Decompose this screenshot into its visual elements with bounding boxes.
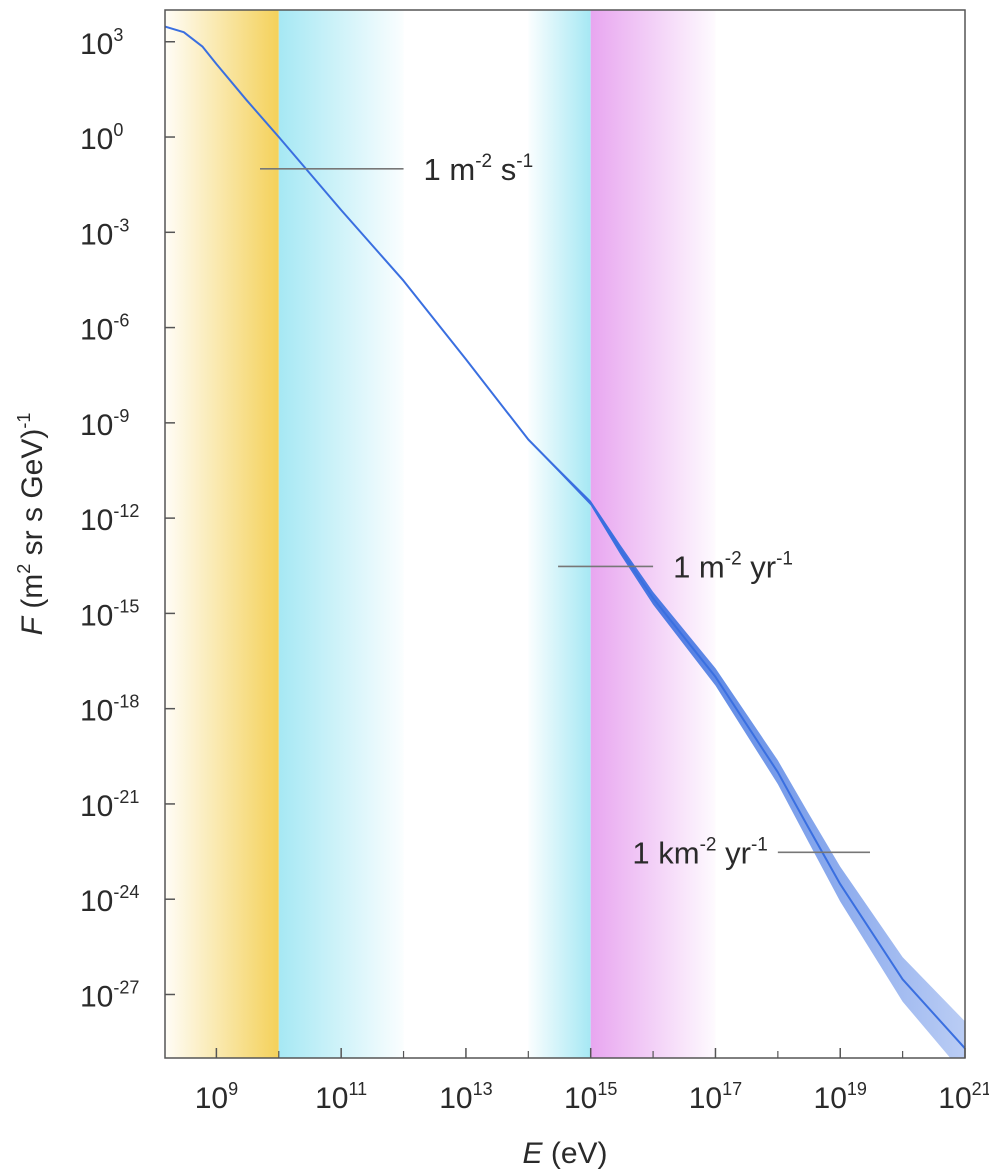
y-tick-label: 10-12 — [80, 501, 139, 537]
annotation-label-part: -1 — [516, 151, 533, 172]
plot-frame — [164, 9, 966, 1059]
x-tick-label: 1015 — [564, 1079, 617, 1115]
annotation-label-part: 1 m — [424, 152, 476, 187]
y-axis-title: F (m2 sr s GeV)-1 — [14, 413, 49, 636]
x-axis-title: E (eV) — [522, 1137, 607, 1170]
energy-band — [528, 10, 591, 1058]
energy-bands — [165, 10, 716, 1058]
y-tick-label: 10-18 — [80, 692, 139, 728]
x-axis-unit: (eV) — [543, 1137, 608, 1170]
x-tick-label: 1013 — [439, 1079, 492, 1115]
y-axis-unit-sup1: 2 — [14, 564, 34, 574]
y-tick-label: 10-9 — [80, 406, 129, 442]
y-tick-label: 10-21 — [80, 787, 139, 823]
y-tick-label: 10-24 — [80, 882, 139, 918]
energy-band — [278, 10, 404, 1058]
y-axis-var: F — [16, 615, 49, 635]
annotation-label-part: -2 — [725, 548, 742, 569]
annotation-label-part: -1 — [751, 834, 768, 855]
flux-band — [165, 26, 965, 1058]
y-tick-label: 10-27 — [80, 977, 139, 1013]
annotation-label-part: yr — [717, 835, 751, 870]
x-axis-ticks: 109 1011 1013 1015 1017 1019 1021 — [195, 1048, 989, 1115]
y-axis-unit-sup2: -1 — [14, 413, 34, 429]
annotation-label-part: s — [492, 152, 516, 187]
annotation-label: 1 km-2 yr-1 — [632, 834, 767, 870]
x-tick-label: 1017 — [689, 1079, 742, 1115]
annotation-label-part: -1 — [776, 548, 793, 569]
rate-annotations: 1 m-2 s-11 m-2 yr-11 km-2 yr-1 — [260, 151, 870, 870]
y-tick-label: 10-3 — [80, 215, 129, 251]
annotation-label: 1 m-2 s-1 — [424, 151, 534, 187]
energy-band — [165, 10, 279, 1058]
y-tick-label: 100 — [80, 120, 123, 156]
x-tick-label: 1019 — [814, 1079, 867, 1115]
x-tick-label: 1011 — [315, 1079, 367, 1115]
flux-series — [165, 25, 965, 1058]
y-axis-ticks: 103 100 10-3 10-6 10-9 10-12 10-15 10-18 10-21 10… — [80, 25, 175, 1013]
annotation-label-part: 1 m — [673, 549, 725, 584]
x-tick-label: 109 — [195, 1079, 238, 1115]
annotation-label: 1 m-2 yr-1 — [673, 548, 793, 584]
annotation-label-part: -2 — [700, 834, 717, 855]
annotation-label-part: -2 — [475, 151, 492, 172]
annotation-label-part: 1 km — [632, 835, 699, 870]
y-axis-unit-pre: (m — [16, 574, 49, 617]
y-tick-label: 103 — [80, 25, 123, 61]
flux-line — [165, 25, 965, 1050]
x-axis-var: E — [522, 1137, 543, 1170]
annotation-label-part: yr — [742, 549, 776, 584]
y-tick-label: 10-6 — [80, 311, 129, 347]
y-tick-label: 10-15 — [80, 596, 139, 632]
x-tick-label: 1021 — [938, 1079, 989, 1115]
y-axis-unit-mid: sr s GeV) — [16, 429, 49, 564]
